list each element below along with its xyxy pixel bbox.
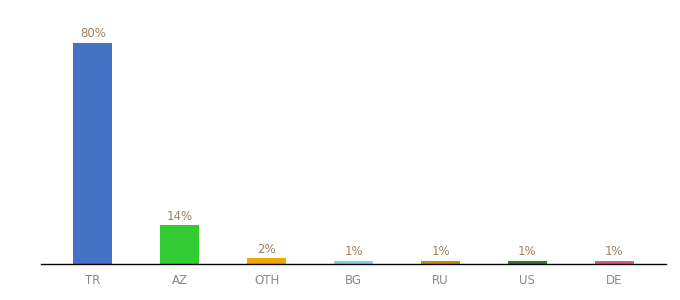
Text: 1%: 1% [344, 245, 363, 259]
Text: 1%: 1% [431, 245, 449, 259]
Bar [247, 259, 286, 264]
Bar [508, 261, 547, 264]
Text: 80%: 80% [80, 27, 106, 40]
Bar [73, 43, 112, 264]
Bar [421, 261, 460, 264]
Bar [334, 261, 373, 264]
Text: 1%: 1% [518, 245, 537, 259]
Text: 14%: 14% [167, 209, 193, 223]
Text: 2%: 2% [258, 243, 276, 256]
Text: 1%: 1% [605, 245, 624, 259]
Bar [595, 261, 634, 264]
Bar [160, 225, 199, 264]
